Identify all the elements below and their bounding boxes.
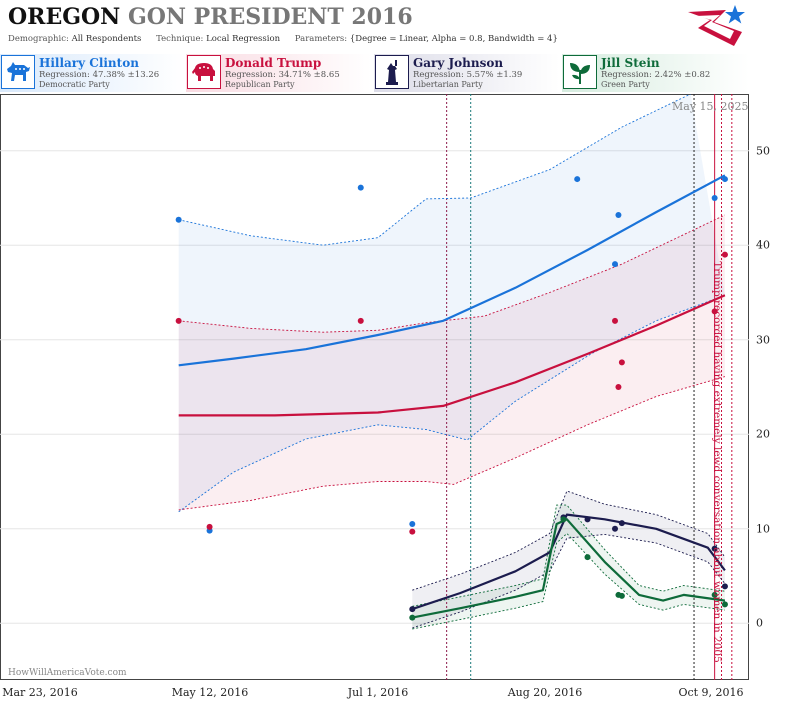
upper-bound-line	[178, 214, 726, 333]
trend-line	[178, 294, 726, 417]
poll-point	[612, 525, 619, 532]
poll-point	[584, 554, 591, 561]
poll-point	[357, 184, 364, 191]
candidate-party: Green Party	[601, 80, 650, 89]
parameters-bar: Demographic: All Respondents Technique: …	[8, 34, 570, 44]
poll-point	[206, 523, 213, 530]
candidate-regression: Regression: 34.71% ±8.65	[225, 70, 340, 80]
page-title: OREGON GON PRESIDENT 2016	[8, 4, 413, 30]
title-race: GON PRESIDENT 2016	[127, 4, 413, 30]
trend-line	[412, 518, 726, 619]
x-tick-label: Oct 9, 2016	[678, 686, 744, 699]
donkey-icon	[1, 55, 35, 89]
poll-point	[721, 583, 728, 590]
candidate-card-stein[interactable]: Jill Stein Regression: 2.42% ±0.82 Green…	[562, 54, 749, 92]
statue-of-liberty-icon	[375, 55, 409, 89]
poll-point	[618, 359, 625, 366]
demographic-label: Demographic:	[8, 34, 69, 44]
parameters-value: {Degree = Linear, Alpha = 0.8, Bandwidth…	[349, 34, 558, 44]
poll-point	[615, 211, 622, 218]
y-tick-label: 50	[756, 144, 770, 158]
candidate-card-johnson[interactable]: Gary Johnson Regression: 5.57% ±1.39 Lib…	[374, 54, 560, 92]
event-annotation: Trump recorded having extremely lewd con…	[711, 261, 723, 663]
watermark: HowWillAmericaVote.com	[8, 668, 127, 678]
poll-chart	[0, 94, 749, 680]
as-of-date: May 15, 2025	[672, 100, 749, 113]
x-tick-label: May 12, 2016	[171, 686, 249, 699]
candidate-party: Libertarian Party	[413, 80, 483, 89]
x-tick-label: Mar 23, 2016	[2, 686, 78, 699]
candidate-regression: Regression: 2.42% ±0.82	[601, 70, 711, 80]
candidate-regression: Regression: 5.57% ±1.39	[413, 70, 523, 80]
y-tick-label: 30	[756, 333, 770, 347]
candidate-card-trump[interactable]: Donald Trump Regression: 34.71% ±8.65 Re…	[186, 54, 372, 92]
candidate-name: Gary Johnson	[413, 56, 504, 70]
confidence-band	[412, 505, 725, 629]
upper-bound-line	[178, 94, 691, 246]
candidate-name: Hillary Clinton	[39, 56, 139, 70]
site-logo-icon	[688, 5, 745, 46]
candidate-card-clinton[interactable]: Hillary Clinton Regression: 47.38% ±13.2…	[0, 54, 184, 92]
candidate-regression: Regression: 47.38% ±13.26	[39, 70, 160, 80]
poll-point	[711, 591, 718, 598]
confidence-band	[178, 215, 725, 510]
leaf-icon	[563, 55, 597, 89]
technique-value: Local Regression	[206, 34, 281, 44]
poll-point	[357, 317, 364, 324]
y-tick-label: 0	[756, 616, 763, 630]
title-state: OREGON	[8, 4, 121, 30]
candidate-party: Democratic Party	[39, 80, 110, 89]
poll-point	[721, 601, 728, 608]
lower-bound-line	[412, 532, 725, 630]
poll-point	[409, 528, 416, 535]
technique-label: Technique:	[156, 34, 204, 44]
poll-point	[409, 614, 416, 621]
parameters-label: Parameters:	[294, 34, 348, 44]
y-tick-label: 40	[756, 238, 770, 252]
poll-point	[618, 520, 625, 527]
x-tick-label: Jul 1, 2016	[347, 686, 409, 699]
poll-point	[574, 176, 581, 183]
demographic-value: All Respondents	[71, 34, 142, 44]
candidate-name: Donald Trump	[225, 56, 322, 70]
y-tick-label: 10	[756, 522, 770, 536]
poll-point	[711, 308, 718, 315]
upper-bound-line	[412, 490, 726, 591]
poll-point	[721, 251, 728, 258]
poll-point	[711, 545, 718, 552]
candidate-name: Jill Stein	[601, 56, 660, 70]
x-tick-label: Aug 20, 2016	[507, 686, 583, 699]
elephant-icon	[187, 55, 221, 89]
y-tick-label: 20	[756, 427, 770, 441]
poll-point	[560, 516, 567, 523]
poll-point	[175, 317, 182, 324]
candidate-party: Republican Party	[225, 80, 295, 89]
confidence-band	[412, 491, 725, 628]
plot-frame	[0, 94, 749, 680]
trend-line	[178, 174, 726, 367]
poll-point	[409, 521, 416, 528]
poll-point	[721, 176, 728, 183]
poll-point	[711, 194, 718, 201]
poll-point	[175, 216, 182, 223]
poll-point	[615, 384, 622, 390]
poll-point	[618, 592, 625, 599]
poll-point	[612, 261, 619, 268]
confidence-band	[178, 94, 725, 512]
lower-bound-line	[178, 376, 726, 511]
poll-point	[409, 606, 416, 613]
poll-point	[584, 516, 591, 523]
lower-bound-line	[412, 533, 726, 629]
trend-line	[411, 513, 726, 611]
poll-point	[612, 317, 619, 324]
